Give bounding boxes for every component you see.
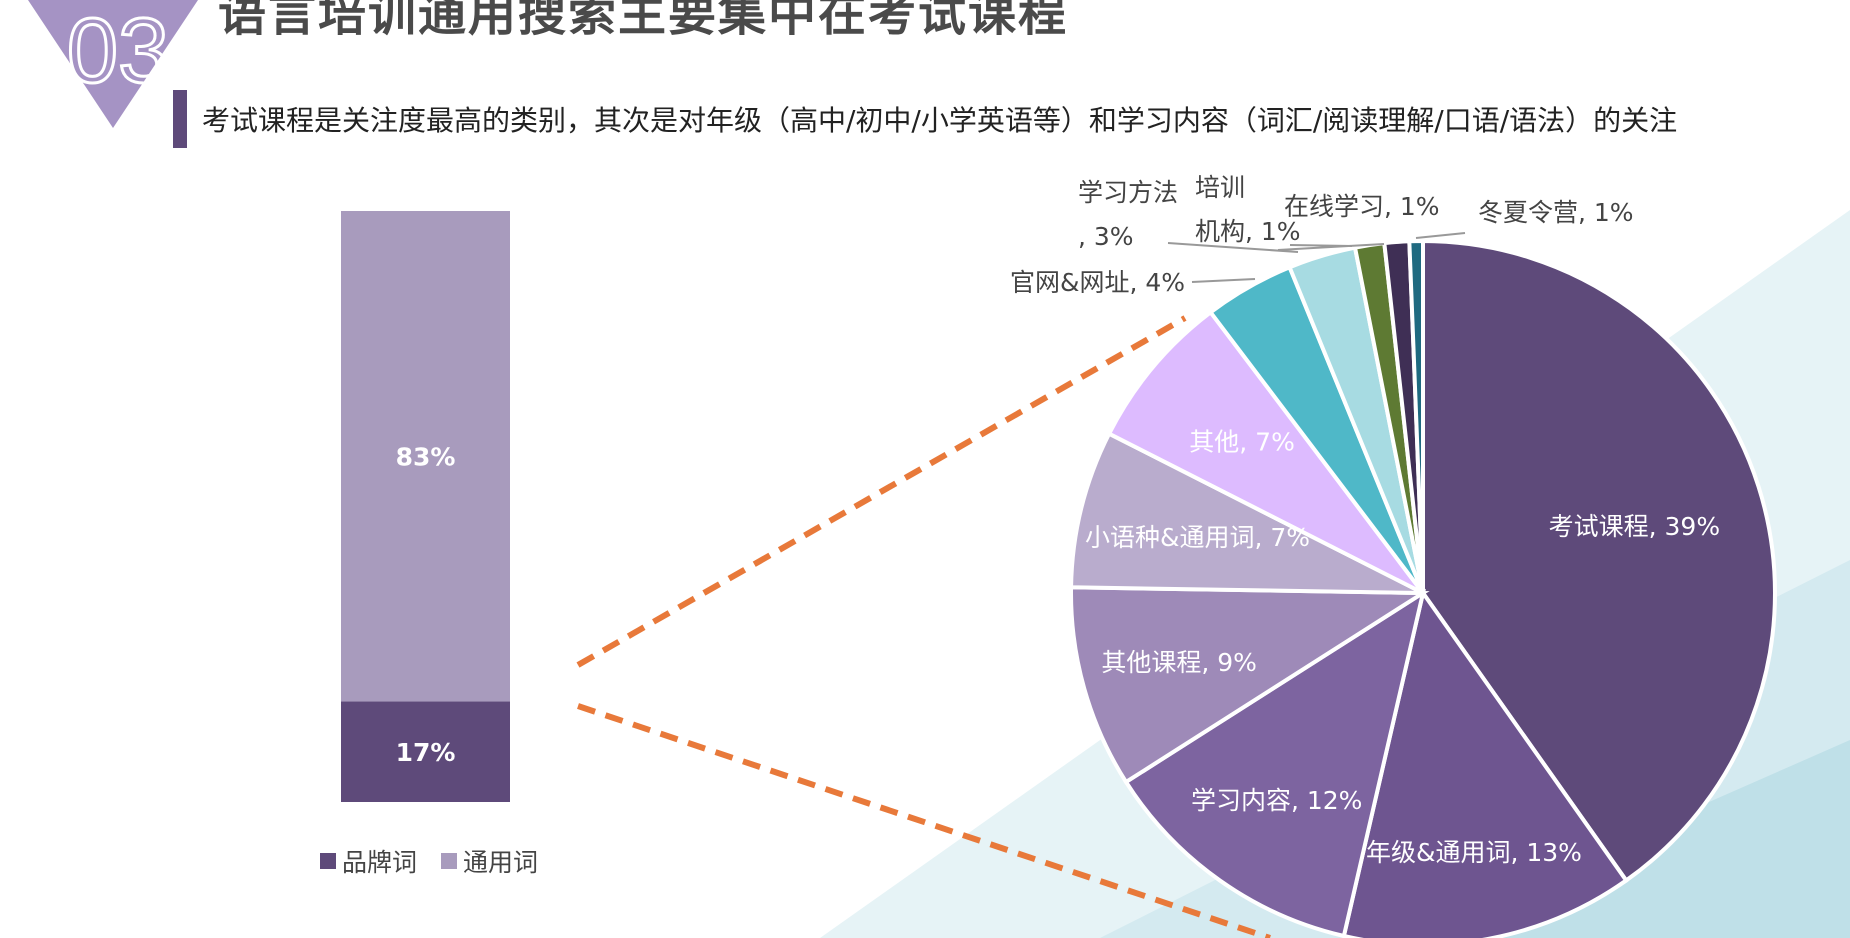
legend-swatch-generic <box>441 853 458 869</box>
pie-labels: 考试课程, 39% 年级&通用词, 13%学习内容, 12% 其他课程, 9% 小语种… <box>1010 173 1720 867</box>
pie-slice-4 <box>1069 431 1424 595</box>
pie-leader-7 <box>1167 242 1299 253</box>
bar-segment-label-1: 83% <box>396 442 456 471</box>
pie-leader-10 <box>1415 232 1466 239</box>
pie-label-7: 学习方法, 3% <box>1078 178 1178 251</box>
legend-label-generic: 通用词 <box>463 848 539 877</box>
badge-number: 03 <box>67 0 169 102</box>
pie-slice-1 <box>1341 588 1629 938</box>
legend-swatch-brand <box>320 853 336 869</box>
pie-leader-6 <box>1191 278 1256 283</box>
pie-slice-10 <box>1407 238 1425 594</box>
connector-line-bottom <box>577 703 1271 938</box>
connector-lines <box>576 315 1271 938</box>
pie-chart <box>1069 238 1777 938</box>
pie-label-1: 年级&通用词, 13% <box>1366 838 1582 867</box>
bar-segment-label-0: 17% <box>396 738 456 767</box>
legend-item-generic: 通用词 <box>441 843 538 879</box>
pie-slice-0 <box>1421 238 1777 884</box>
pie-slice-5 <box>1106 309 1425 595</box>
pie-slice-3 <box>1069 585 1430 785</box>
pie-label-2: 学习内容, 12% <box>1191 786 1362 815</box>
badge-triangle <box>28 0 198 128</box>
page-subtitle: 考试课程是关注度最高的类别，其次是对年级（高中/初中/小学英语等）和学习内容（词… <box>202 104 1678 137</box>
pie-leader-9 <box>1277 243 1385 251</box>
pie-label-3: 其他课程, 9% <box>1101 648 1257 677</box>
legend-label-brand: 品牌词 <box>342 848 418 877</box>
pie-label-10: 冬夏令营, 1% <box>1478 198 1634 227</box>
legend-item-brand: 品牌词 <box>320 843 417 879</box>
pie-label-8: 在线学习, 1% <box>1284 192 1440 221</box>
pie-label-4: 小语种&通用词, 7% <box>1085 523 1310 552</box>
pie-label-0: 考试课程, 39% <box>1549 512 1720 541</box>
pie-label-5: 其他, 7% <box>1189 428 1295 457</box>
bar-segment-0 <box>341 701 510 802</box>
page-title: 语言培训通用搜索主要集中在考试课程 <box>218 0 1069 42</box>
subtitle-accent-bar <box>173 90 187 148</box>
bar-legend: 品牌词 通用词 <box>320 843 538 879</box>
pie-label-6: 官网&网址, 4% <box>1010 268 1185 297</box>
pie-slice-2 <box>1123 588 1427 938</box>
pie-label-9: 培训机构, 1% <box>1195 173 1301 246</box>
connector-line-top <box>576 315 1187 668</box>
stacked-bar-chart: 17% 83% <box>341 211 510 802</box>
bar-segment-1 <box>341 211 510 702</box>
